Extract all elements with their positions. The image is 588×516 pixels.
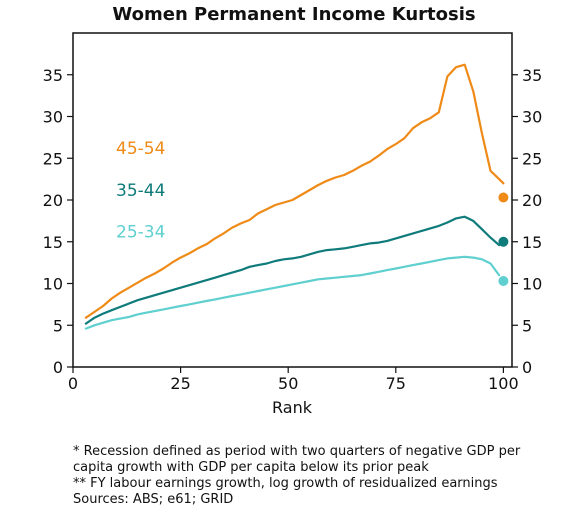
series-line-25-34 bbox=[84, 255, 501, 330]
y-tick-label-right: 20 bbox=[522, 191, 542, 210]
y-tick-label-right: 15 bbox=[522, 233, 542, 252]
series-line-45-54 bbox=[84, 63, 505, 319]
x-tick-label: 0 bbox=[68, 374, 78, 393]
y-tick-label-right: 30 bbox=[522, 108, 542, 127]
series-end-marker-25-34 bbox=[498, 275, 509, 286]
x-tick-label: 25 bbox=[170, 374, 190, 393]
chart-title: Women Permanent Income Kurtosis bbox=[112, 4, 476, 25]
x-tick-label: 100 bbox=[488, 374, 519, 393]
y-tick-label-left: 30 bbox=[43, 108, 63, 127]
y-tick-label-right: 35 bbox=[522, 66, 542, 85]
x-tick-label: 75 bbox=[386, 374, 406, 393]
footnote-line: * Recession defined as period with two q… bbox=[73, 444, 521, 459]
series-label-25-34: 25-34 bbox=[116, 223, 165, 243]
footnote-line: Sources: ABS; e61; GRID bbox=[73, 492, 234, 507]
series-line-35-44 bbox=[84, 215, 505, 325]
y-tick-label-right: 0 bbox=[522, 358, 532, 377]
series-label-45-54: 45-54 bbox=[116, 139, 165, 159]
y-tick-label-left: 25 bbox=[43, 149, 63, 168]
y-tick-label-right: 5 bbox=[522, 316, 532, 335]
series-label-35-44: 35-44 bbox=[116, 181, 165, 201]
series-end-marker-45-54 bbox=[498, 192, 509, 203]
x-axis-label: Rank bbox=[272, 398, 313, 417]
y-tick-label-right: 25 bbox=[522, 149, 542, 168]
y-tick-label-left: 35 bbox=[43, 66, 63, 85]
footnote-line: ** FY labour earnings growth, log growth… bbox=[73, 476, 498, 491]
y-tick-label-left: 20 bbox=[43, 191, 63, 210]
y-tick-label-left: 5 bbox=[53, 316, 63, 335]
footnote-line: capita growth with GDP per capita below … bbox=[73, 460, 429, 475]
y-tick-label-left: 0 bbox=[53, 358, 63, 377]
y-tick-label-left: 15 bbox=[43, 233, 63, 252]
footnotes: * Recession defined as period with two q… bbox=[73, 444, 520, 508]
y-tick-label-right: 10 bbox=[522, 275, 542, 294]
x-tick-label: 50 bbox=[278, 374, 298, 393]
series-end-marker-35-44 bbox=[498, 236, 509, 247]
y-tick-label-left: 10 bbox=[43, 275, 63, 294]
